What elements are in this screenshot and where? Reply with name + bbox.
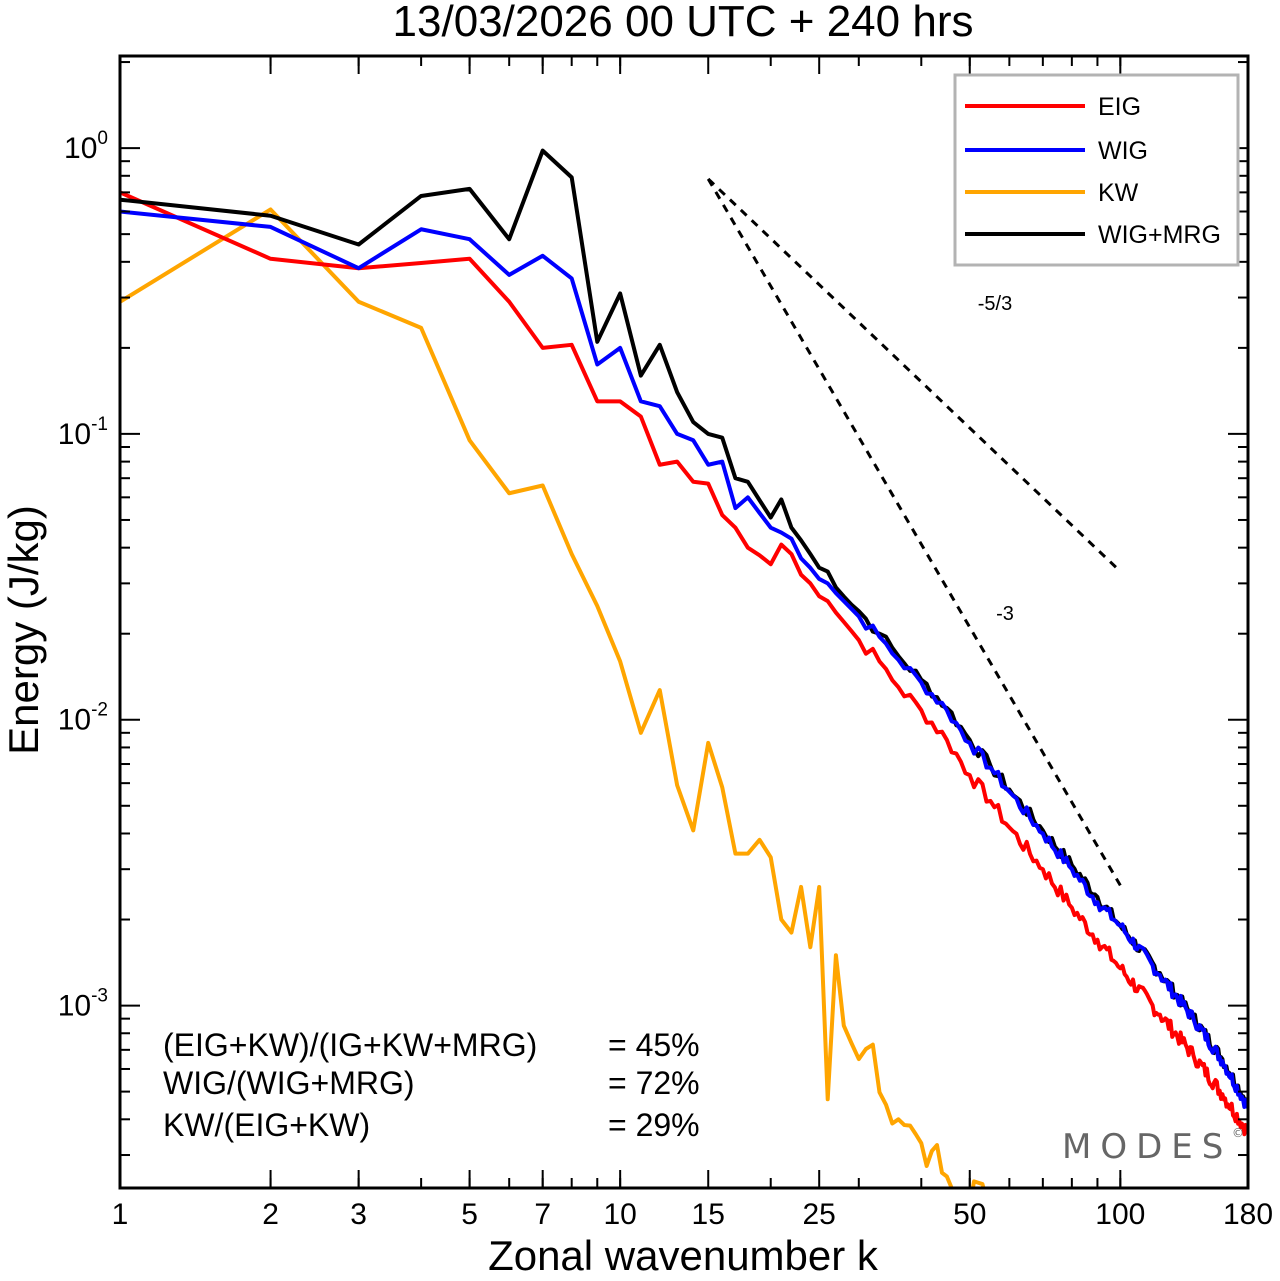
legend-label-wig-mrg: WIG+MRG <box>1098 221 1221 249</box>
series-line-wig-mrg <box>120 148 1248 1109</box>
modes-logo: MODES <box>1062 1127 1232 1167</box>
y-tick-label: 10-2 <box>58 700 108 737</box>
ratio-label: WIG/(WIG+MRG) <box>163 1065 415 1101</box>
y-tick-label: 100 <box>64 128 108 165</box>
x-tick-label: 5 <box>461 1198 478 1231</box>
legend-label-kw: KW <box>1098 179 1139 207</box>
series-line-kw <box>120 207 986 1188</box>
ratio-value: = 29% <box>608 1107 700 1143</box>
chart-title: 13/03/2026 00 UTC + 240 hrs <box>393 0 974 46</box>
x-tick-label: 7 <box>534 1198 551 1231</box>
y-tick-label: 10-3 <box>58 986 108 1023</box>
x-tick-label: 2 <box>262 1198 279 1231</box>
y-tick-label: 10-1 <box>58 414 108 451</box>
ratio-annotations: (EIG+KW)/(IG+KW+MRG) = 45% WIG/(WIG+MRG)… <box>163 1027 700 1143</box>
y-tick-labels: 100 10-1 10-2 10-3 <box>58 128 108 1022</box>
ratio-label: KW/(EIG+KW) <box>163 1107 370 1143</box>
legend-label-wig: WIG <box>1098 137 1148 165</box>
x-tick-labels: 1 2 3 5 7 10 15 25 50 100 180 <box>112 1198 1273 1231</box>
x-tick-label: 10 <box>603 1198 636 1231</box>
x-tick-label: 180 <box>1223 1198 1273 1231</box>
ratio-value: = 45% <box>608 1027 700 1063</box>
slope-line-1 <box>706 178 1122 887</box>
x-tick-label: 25 <box>803 1198 836 1231</box>
series-line-wig <box>120 209 1248 1109</box>
x-tick-label: 50 <box>953 1198 986 1231</box>
plot-frame <box>118 54 1250 1190</box>
ratio-value: = 72% <box>608 1065 700 1101</box>
reference-slopes: -5/3 -3 <box>706 177 1122 887</box>
series-lines <box>120 148 1248 1188</box>
x-tick-label: 3 <box>350 1198 367 1231</box>
x-axis-label: Zonal wavenumber k <box>488 1232 879 1279</box>
slope-label: -5/3 <box>978 293 1012 315</box>
ratio-label: (EIG+KW)/(IG+KW+MRG) <box>163 1027 537 1063</box>
plot-area <box>120 148 1248 1188</box>
copyright-mark: © <box>1232 1126 1244 1140</box>
x-tick-label: 15 <box>692 1198 725 1231</box>
legend-label-eig: EIG <box>1098 93 1141 121</box>
slope-line-0 <box>707 177 1122 573</box>
x-tick-label: 100 <box>1095 1198 1145 1231</box>
x-tick-label: 1 <box>112 1198 129 1231</box>
axis-ticks <box>119 56 1249 1188</box>
legend: EIG WIG KW WIG+MRG <box>953 73 1240 267</box>
series-line-eig <box>120 190 1248 1137</box>
y-axis-label: Energy (J/kg) <box>0 505 47 755</box>
slope-label: -3 <box>996 603 1014 625</box>
